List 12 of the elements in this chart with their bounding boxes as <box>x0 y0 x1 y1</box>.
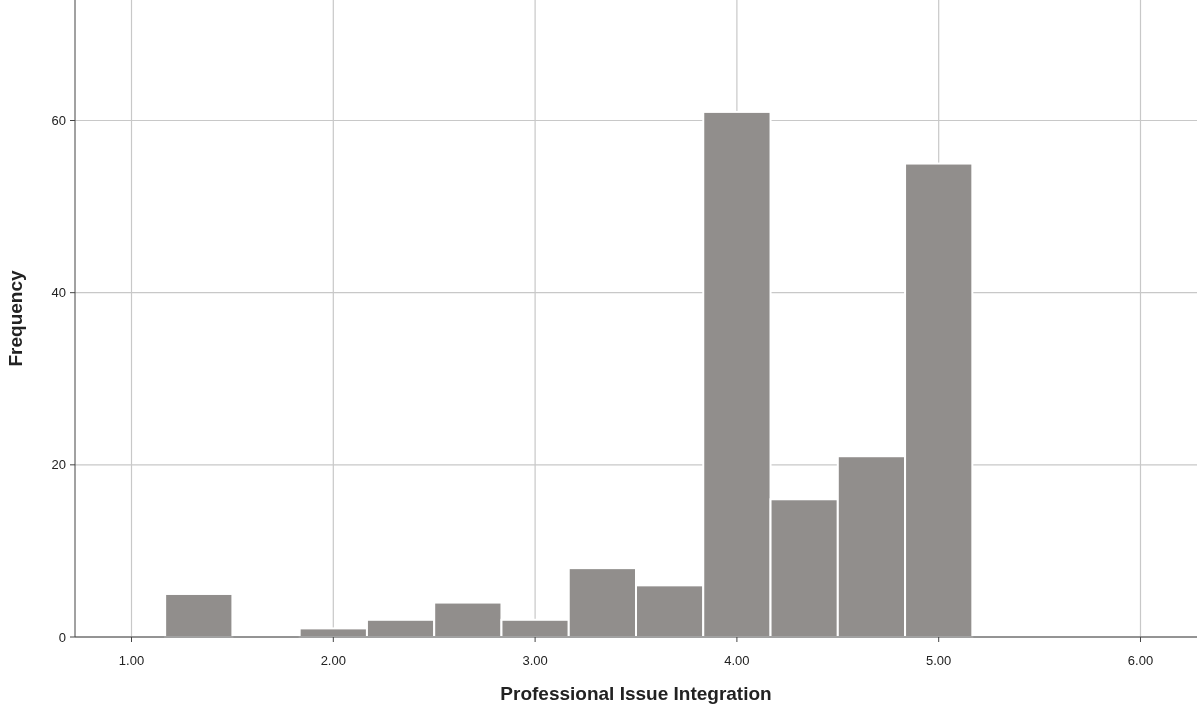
y-tick-label: 60 <box>51 113 66 129</box>
y-tick-label: 20 <box>51 457 66 473</box>
x-tick-label: 3.00 <box>522 653 548 668</box>
x-tick-label: 4.00 <box>724 653 750 668</box>
x-tick-label: 5.00 <box>926 653 952 668</box>
x-tick-label: 6.00 <box>1127 653 1154 668</box>
y-axis-title: Frequency <box>5 270 26 367</box>
x-tick-label: 1.00 <box>118 653 145 668</box>
y-tick-label: 0 <box>58 629 66 645</box>
x-tick-label: 2.00 <box>320 653 346 668</box>
x-axis-title: Professional Issue Integration <box>500 683 772 704</box>
y-tick-label: 40 <box>51 285 66 301</box>
